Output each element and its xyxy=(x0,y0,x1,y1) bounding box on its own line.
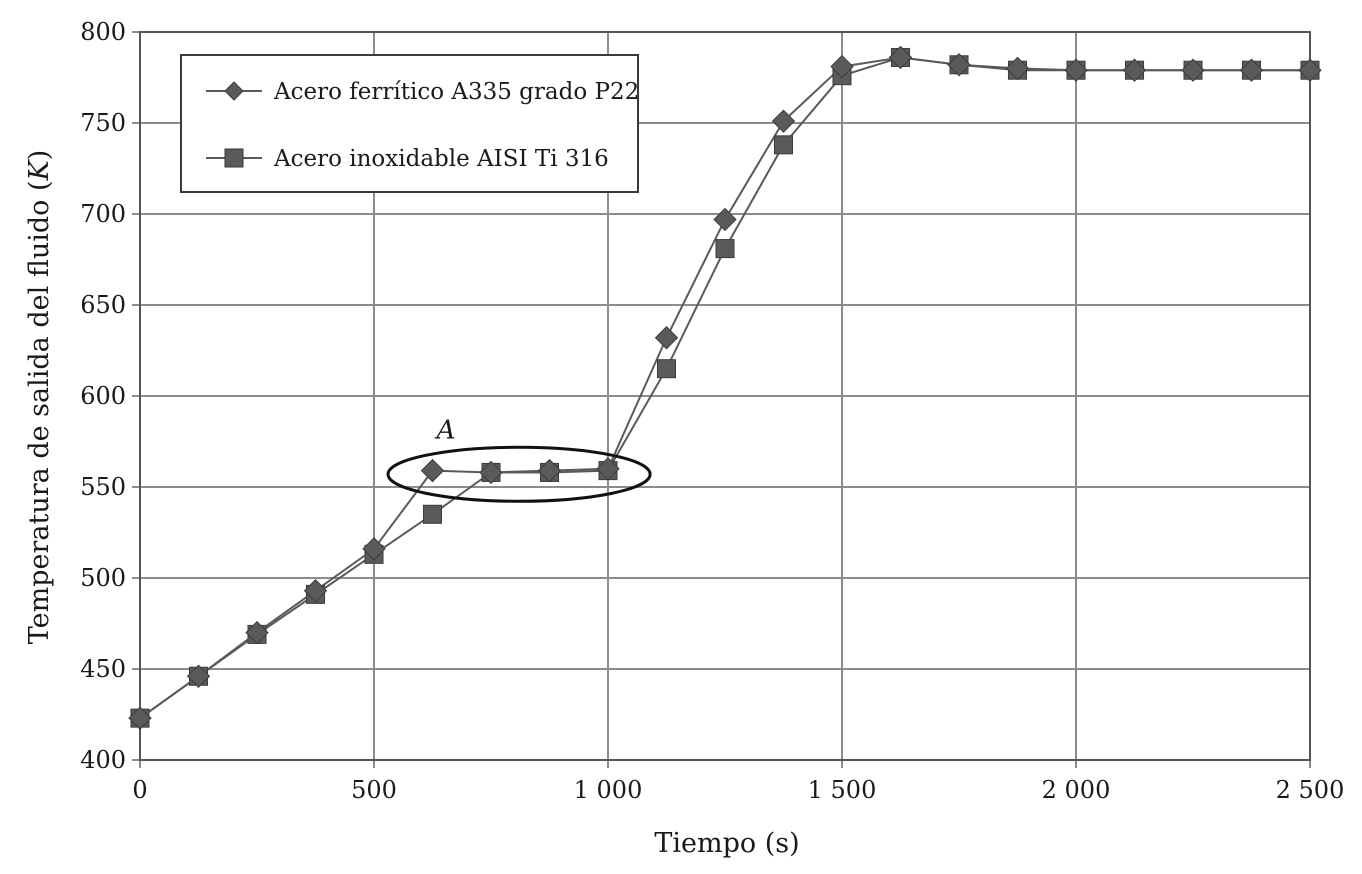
legend-label: Acero inoxidable AISI Ti 316 xyxy=(273,146,609,172)
data-point-diamond xyxy=(362,537,386,561)
data-point-diamond xyxy=(128,706,152,730)
data-point-diamond xyxy=(1122,58,1147,82)
legend: Acero ferrítico A335 grado P22 Acero inox… xyxy=(180,54,639,193)
legend-box xyxy=(180,54,639,193)
data-point-diamond xyxy=(420,458,445,483)
data-point-diamond xyxy=(479,460,503,485)
data-point-diamond xyxy=(1181,58,1205,82)
data-point-diamond xyxy=(654,326,679,350)
x-tick-label: 500 xyxy=(351,776,397,804)
data-point-diamond xyxy=(537,458,562,483)
y-tick-label: 800 xyxy=(80,18,126,46)
data-point-diamond xyxy=(947,53,971,77)
x-tick-label: 1 000 xyxy=(574,776,643,804)
data-point-diamond xyxy=(1064,58,1088,82)
legend-label: Acero ferrítico A335 grado P22 xyxy=(273,79,639,105)
y-tick-label: 650 xyxy=(80,291,126,319)
x-tick-label: 2 500 xyxy=(1276,776,1345,804)
annotation-label: A xyxy=(435,415,456,445)
data-point-diamond xyxy=(1239,58,1264,82)
x-tick-label: 1 500 xyxy=(808,776,877,804)
data-point-diamond xyxy=(888,45,913,70)
y-axis-label-unit: K xyxy=(24,158,55,181)
data-point-diamond xyxy=(596,457,620,481)
data-point-square xyxy=(715,239,735,259)
data-point-diamond xyxy=(186,664,211,688)
legend-marker-diamond xyxy=(224,81,244,101)
y-tick-label: 550 xyxy=(80,473,126,501)
data-point-diamond xyxy=(713,207,737,232)
y-axis-label: Temperatura de salida del fluido (K) xyxy=(24,150,55,645)
y-axis-label-text: Temperatura de salida del fluido ( xyxy=(24,180,55,644)
data-point-square xyxy=(422,504,443,524)
data-point-diamond xyxy=(771,109,796,133)
y-tick-labels: 400 450 500 550 600 650 700 750 800 xyxy=(80,18,126,774)
plot-area-border xyxy=(139,31,1311,761)
data-point-diamond xyxy=(1005,56,1030,81)
y-axis-label-close: ) xyxy=(24,150,55,161)
data-point-diamond xyxy=(1298,58,1322,82)
annotations: A xyxy=(386,415,652,503)
data-point-diamond xyxy=(830,54,854,79)
y-tick-label: 500 xyxy=(80,564,126,592)
y-tick-label: 750 xyxy=(80,109,126,137)
data-point-square xyxy=(773,135,794,155)
x-axis-label: Tiempo (s) xyxy=(654,828,799,859)
data-point-diamond xyxy=(303,579,328,603)
y-tick-label: 700 xyxy=(80,200,126,228)
annotation-ellipse xyxy=(386,445,652,503)
legend-marker-square xyxy=(224,148,244,168)
y-tick-label: 400 xyxy=(80,746,126,774)
data-point-square xyxy=(656,359,677,379)
data-point-diamond xyxy=(245,620,269,645)
x-tick-labels: 0 500 1 000 1 500 2 000 2 500 xyxy=(132,776,1344,804)
y-tick-label: 600 xyxy=(80,382,126,410)
x-tick-label: 0 xyxy=(132,776,147,804)
series-markers xyxy=(128,45,1322,730)
y-tick-label: 450 xyxy=(80,655,126,683)
x-tick-label: 2 000 xyxy=(1042,776,1111,804)
